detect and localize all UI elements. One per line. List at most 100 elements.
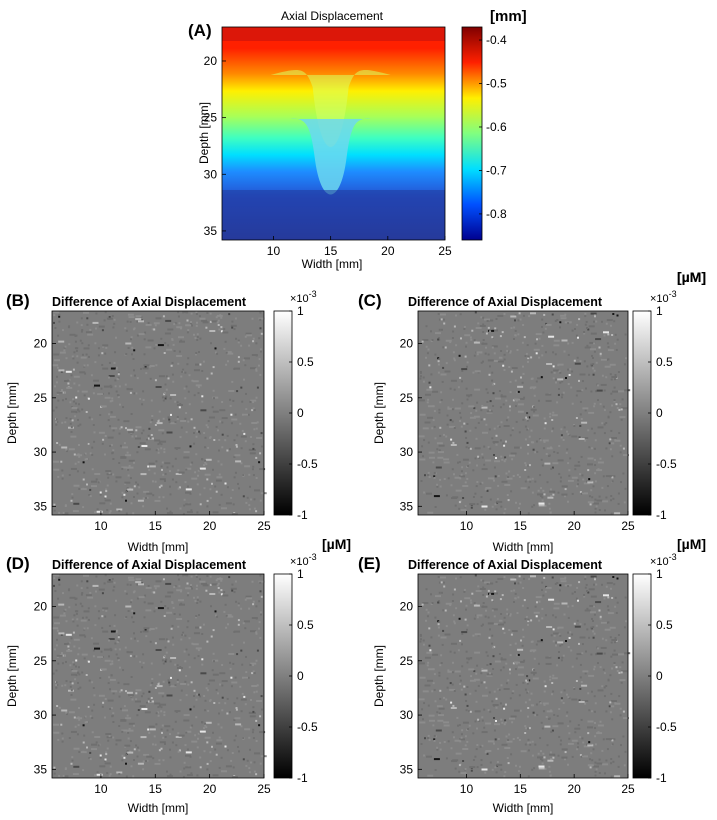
noise-pixel — [616, 577, 619, 580]
noise-pixel — [130, 637, 133, 640]
noise-pixel — [534, 342, 537, 345]
noise-pixel — [438, 621, 441, 624]
noise-pixel — [497, 475, 500, 477]
noise-pixel — [571, 604, 574, 607]
noise-pixel — [500, 455, 503, 458]
noise-pixel — [78, 707, 80, 709]
noise-pixel — [443, 458, 450, 461]
noise-pixel — [579, 687, 582, 690]
noise-pixel — [512, 690, 515, 693]
noise-pixel — [124, 327, 127, 330]
noise-pixel — [602, 405, 605, 408]
noise-pixel — [70, 467, 77, 470]
noise-pixel — [70, 689, 73, 692]
noise-pixel — [157, 711, 160, 714]
noise-pixel — [598, 495, 601, 498]
noise-pixel — [539, 758, 542, 760]
noise-pixel — [623, 764, 626, 767]
noise-pixel — [78, 410, 81, 413]
y-tick-label: 35 — [34, 499, 48, 513]
noise-pixel — [125, 592, 128, 595]
noise-pixel — [258, 580, 265, 583]
noise-pixel — [61, 421, 64, 424]
noise-pixel — [164, 660, 167, 663]
noise-pixel — [476, 503, 479, 506]
noise-pixel — [214, 610, 217, 613]
noise-pixel — [509, 391, 512, 394]
noise-pixel — [97, 393, 104, 396]
noise-pixel — [183, 714, 190, 717]
noise-pixel — [603, 686, 606, 689]
noise-pixel — [548, 770, 551, 773]
noise-pixel — [443, 696, 445, 699]
noise-pixel — [138, 596, 145, 599]
noise-pixel — [233, 439, 236, 442]
y-tick-label: 35 — [34, 762, 48, 776]
noise-pixel — [573, 359, 576, 362]
noise-pixel — [158, 375, 165, 378]
noise-pixel — [447, 407, 454, 410]
colorbar-exponent: ×10-3 — [290, 552, 317, 568]
noise-pixel — [575, 597, 578, 600]
noise-pixel — [178, 613, 181, 616]
noise-pixel — [84, 635, 87, 638]
noise-pixel — [176, 326, 183, 329]
noise-pixel — [72, 510, 79, 513]
noise-pixel — [467, 658, 470, 661]
noise-pixel — [438, 358, 441, 361]
noise-pixel — [556, 451, 559, 454]
noise-pixel — [70, 374, 73, 377]
noise-pixel — [83, 734, 86, 737]
noise-pixel — [260, 595, 263, 598]
noise-pixel — [196, 584, 198, 587]
heatmap-valley-yellow — [270, 70, 391, 147]
noise-pixel — [160, 747, 163, 750]
y-tick-label: 30 — [34, 445, 48, 459]
noise-pixel — [597, 461, 604, 464]
noise-pixel — [167, 640, 170, 643]
colorbar-tick-label: -0.4 — [486, 33, 507, 47]
noise-pixel — [552, 640, 555, 643]
noise-pixel — [509, 654, 512, 657]
noise-pixel — [243, 432, 246, 435]
noise-pixel — [159, 478, 166, 481]
noise-pixel — [451, 497, 457, 500]
colorbar-tick-label: 0 — [297, 406, 304, 420]
noise-pixel — [70, 693, 73, 696]
noise-pixel — [444, 346, 447, 349]
noise-pixel — [456, 453, 459, 456]
noise-pixel — [171, 478, 174, 481]
noise-pixel — [465, 387, 468, 390]
noise-pixel — [100, 668, 107, 671]
noise-pixel — [213, 660, 215, 663]
noise-pixel — [527, 444, 530, 446]
noise-pixel — [80, 330, 83, 333]
noise-pixel — [604, 772, 606, 775]
noise-pixel — [590, 348, 596, 351]
noise-pixel — [171, 338, 174, 341]
noise-pixel — [84, 458, 87, 461]
noise-pixel — [200, 672, 207, 675]
noise-pixel — [614, 702, 621, 705]
noise-pixel — [212, 511, 219, 514]
noise-pixel — [142, 390, 145, 393]
noise-pixel — [546, 481, 549, 484]
noise-pixel — [74, 725, 77, 728]
noise-pixel — [500, 684, 503, 687]
noise-pixel — [91, 480, 97, 483]
noise-pixel — [535, 333, 542, 336]
noise-pixel — [226, 486, 229, 489]
noise-pixel — [592, 485, 595, 488]
noise-pixel — [451, 760, 457, 763]
noise-pixel — [492, 655, 495, 658]
noise-pixel — [461, 729, 464, 732]
noise-pixel — [569, 720, 572, 723]
noise-pixel — [574, 731, 577, 734]
noise-pixel — [461, 665, 464, 668]
noise-pixel — [96, 771, 99, 774]
noise-pixel — [61, 446, 68, 449]
noise-pixel — [180, 420, 187, 422]
noise-pixel — [549, 751, 552, 754]
noise-pixel — [245, 671, 248, 674]
noise-pixel — [539, 702, 542, 705]
